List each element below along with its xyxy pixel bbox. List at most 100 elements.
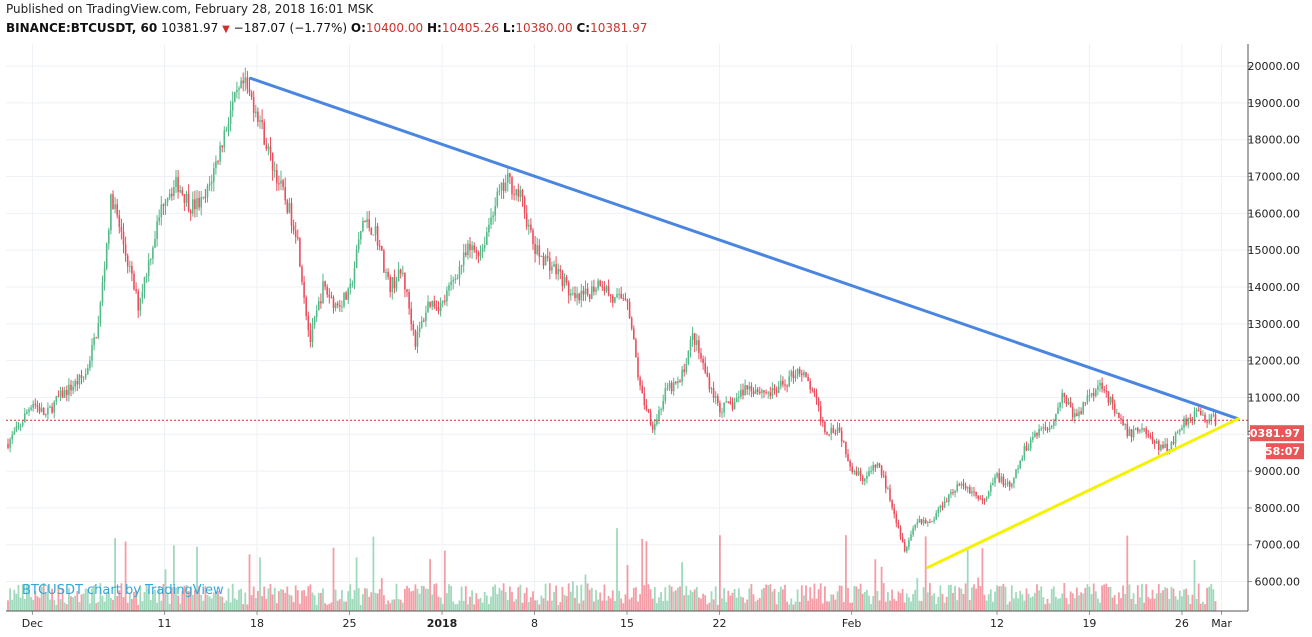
volume-bar <box>196 546 198 611</box>
candle-body <box>1187 417 1189 425</box>
volume-bar <box>653 587 656 611</box>
volume-bar <box>206 594 209 611</box>
candle-body <box>742 389 744 396</box>
volume-bar <box>611 590 614 611</box>
volume-bar <box>1155 593 1158 611</box>
volume-bar <box>303 590 305 611</box>
volume-bar <box>380 578 383 611</box>
candle-body <box>389 276 391 292</box>
candle-body <box>488 224 490 233</box>
candle-body <box>706 372 709 377</box>
candle-body <box>914 524 916 529</box>
volume-bar <box>975 588 977 611</box>
volume-bar <box>1214 601 1217 611</box>
candle-body <box>746 385 748 390</box>
candle-body <box>517 189 520 197</box>
x-tick-label: 15 <box>620 617 634 630</box>
candle-body <box>19 425 22 427</box>
volume-bar <box>324 603 326 611</box>
candle-body <box>847 454 849 462</box>
volume-bar <box>903 602 906 611</box>
volume-bar <box>112 599 114 611</box>
candle-body <box>796 369 799 376</box>
candle-body <box>471 245 473 251</box>
volume-bar <box>26 585 28 611</box>
volume-bar <box>120 583 123 611</box>
candle-body <box>1126 423 1129 436</box>
volume-bar <box>1199 603 1202 611</box>
volume-bar <box>1069 591 1072 611</box>
candle-body <box>105 243 108 269</box>
volume-bar <box>782 589 784 611</box>
volume-bar <box>1183 589 1185 611</box>
volume-bar <box>294 585 297 611</box>
volume-bar <box>580 584 583 611</box>
volume-bar <box>742 597 744 611</box>
candle-body <box>574 293 576 299</box>
candle-body <box>181 189 184 195</box>
candle-body <box>542 256 545 266</box>
volume-bar <box>425 588 427 611</box>
volume-bar <box>1036 584 1038 611</box>
volume-bar <box>914 589 917 611</box>
volume-bar <box>1170 586 1173 611</box>
volume-bar <box>1153 598 1156 611</box>
volume-bar <box>876 590 879 611</box>
volume-bar <box>609 598 612 611</box>
descending-trendline[interactable] <box>248 76 1240 421</box>
candle-body <box>1036 432 1038 436</box>
candle-body <box>983 499 986 501</box>
candle-body <box>446 290 448 302</box>
candle-body <box>7 443 9 448</box>
volume-bar <box>910 601 912 611</box>
candle-body <box>1008 482 1011 487</box>
candle-body <box>187 193 190 211</box>
volume-bar <box>727 590 730 611</box>
candle-body <box>1021 457 1024 461</box>
candle-body <box>738 396 740 398</box>
grid <box>6 44 1248 611</box>
candle-body <box>42 408 45 415</box>
candle-body <box>1197 409 1200 411</box>
candle-body <box>133 273 135 290</box>
volume-bar <box>288 594 291 611</box>
volume-bar <box>450 585 452 611</box>
volume-bar <box>435 583 438 611</box>
candle-body <box>162 204 165 206</box>
y-tick-label: 20000.00 <box>1248 60 1301 73</box>
candle-body <box>290 203 293 226</box>
candle-body <box>952 492 954 494</box>
volume-bar <box>807 600 809 611</box>
volume-bar <box>110 598 112 611</box>
candle-body <box>576 293 578 299</box>
volume-bar <box>672 591 675 611</box>
candle-body <box>47 407 49 415</box>
candle-body <box>185 193 188 203</box>
candle-body <box>1002 476 1005 486</box>
candle-body <box>1074 413 1076 418</box>
volume-bar <box>443 550 446 611</box>
candle-body <box>259 120 261 122</box>
volume-bar <box>263 586 266 611</box>
candle-body <box>238 88 240 90</box>
candle-body <box>1155 440 1158 444</box>
last-price: 10381.97 <box>161 21 219 35</box>
candle-body <box>483 244 486 249</box>
volume-bar <box>122 597 125 611</box>
volume-bar <box>706 604 709 611</box>
ascending-trendline[interactable] <box>926 417 1240 570</box>
candle-body <box>473 245 475 251</box>
candle-body <box>328 294 331 297</box>
volume-bar <box>836 591 839 611</box>
candle-body <box>733 401 736 409</box>
volume-bar <box>278 591 280 611</box>
candle-body <box>509 173 511 178</box>
volume-bar <box>737 588 740 611</box>
candle-body <box>387 271 389 277</box>
candle-body <box>1153 441 1156 444</box>
volume-bar <box>637 601 639 611</box>
volume-bar <box>635 587 637 611</box>
volume-bar <box>383 595 385 611</box>
candle-body <box>1195 409 1198 412</box>
